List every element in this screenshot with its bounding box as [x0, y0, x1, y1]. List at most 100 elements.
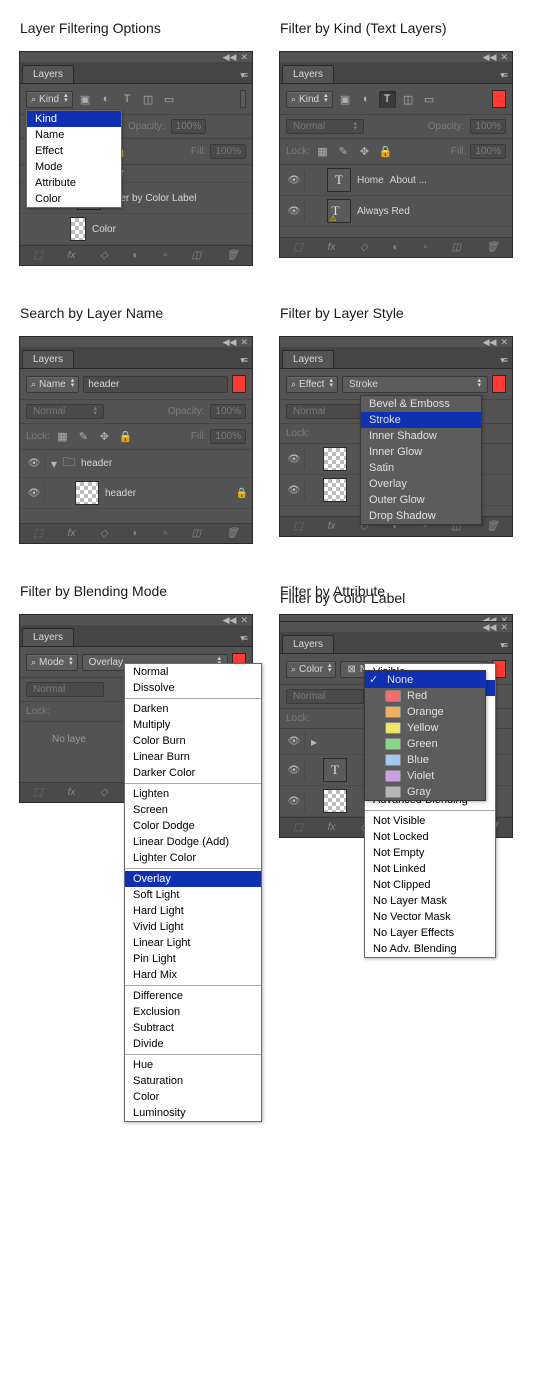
filter-shape-icon[interactable]: ◫	[140, 91, 157, 108]
filter-type-icon[interactable]: T	[119, 91, 136, 108]
effect-option[interactable]: Overlay	[361, 476, 481, 492]
lock-move-icon[interactable]: ✥	[356, 143, 373, 160]
folder-toggle-icon[interactable]: ▾	[51, 457, 57, 471]
attribute-option[interactable]: Not Empty	[365, 845, 495, 861]
visibility-icon[interactable]: 👁	[284, 450, 305, 469]
mode-option[interactable]: Exclusion	[125, 1004, 261, 1020]
mode-option[interactable]: Soft Light	[125, 887, 261, 903]
mode-option[interactable]: Pin Light	[125, 951, 261, 967]
color-option[interactable]: Violet	[365, 768, 485, 784]
effect-option[interactable]: Stroke	[361, 412, 481, 428]
color-option[interactable]: Green	[365, 736, 485, 752]
filter-type-dropdown[interactable]: ⌕Kind▴▾	[286, 91, 333, 108]
attribute-option[interactable]: No Vector Mask	[365, 909, 495, 925]
layers-tab[interactable]: Layers	[22, 350, 74, 368]
attribute-option[interactable]: No Adv. Blending	[365, 941, 495, 957]
effect-option[interactable]: Drop Shadow	[361, 508, 481, 524]
effect-value-dropdown[interactable]: Stroke▴▾	[342, 376, 488, 393]
filter-type-dropdown[interactable]: ⌕Mode▴▾	[26, 654, 78, 671]
mode-option[interactable]: Subtract	[125, 1020, 261, 1036]
visibility-icon[interactable]: 👁	[24, 484, 45, 503]
mode-option[interactable]: Dissolve	[125, 680, 261, 696]
layer-row[interactable]: 👁T⚠Always Red	[280, 196, 512, 227]
filter-pixel-icon[interactable]: ▣	[337, 91, 354, 108]
mode-option[interactable]: Color Burn	[125, 733, 261, 749]
filter-adjustment-icon[interactable]: ◐	[98, 91, 115, 108]
filter-smart-icon[interactable]: ▭	[161, 91, 178, 108]
filter-toggle-on[interactable]	[492, 375, 506, 393]
blend-mode-dropdown[interactable]: Normal	[286, 689, 364, 704]
filter-option[interactable]: Mode	[27, 159, 121, 175]
effect-dropdown-list[interactable]: Bevel & Emboss Stroke Inner Shadow Inner…	[360, 395, 482, 525]
mode-option[interactable]: Hard Mix	[125, 967, 261, 983]
layer-name-search-input[interactable]	[83, 376, 228, 393]
filter-adjustment-icon[interactable]: ◐	[358, 91, 375, 108]
blend-mode-dropdown[interactable]: Normal▴▾	[26, 404, 104, 419]
color-option[interactable]: ✓None	[365, 671, 485, 688]
filter-option[interactable]: Name	[27, 127, 121, 143]
filter-type-dropdown[interactable]: ⌕Name▴▾	[26, 376, 79, 393]
attribute-option[interactable]: No Layer Mask	[365, 893, 495, 909]
mode-option[interactable]: Linear Light	[125, 935, 261, 951]
layer-row[interactable]: 👁header🔒	[20, 478, 252, 509]
panel-menu-icon[interactable]	[234, 631, 252, 646]
visibility-icon[interactable]: 👁	[284, 481, 305, 500]
mode-option[interactable]: Screen	[125, 802, 261, 818]
filter-toggle-on[interactable]	[492, 90, 506, 108]
filter-type-dropdown-list[interactable]: Kind Name Effect Mode Attribute Color	[26, 110, 122, 208]
lock-all-icon[interactable]: 🔒	[377, 143, 394, 160]
attribute-option[interactable]: Not Clipped	[365, 877, 495, 893]
filter-type-dropdown[interactable]: ⌕Effect▴▾	[286, 376, 338, 393]
mode-option[interactable]: Normal	[125, 664, 261, 680]
effect-option[interactable]: Inner Shadow	[361, 428, 481, 444]
color-option[interactable]: Red	[365, 688, 485, 704]
mode-dropdown-list[interactable]: NormalDissolveDarkenMultiplyColor BurnLi…	[124, 663, 262, 1122]
panel-menu-icon[interactable]	[234, 68, 252, 83]
effect-option[interactable]: Bevel & Emboss	[361, 396, 481, 412]
layer-row[interactable]: 👁THomeAbout ...	[280, 165, 512, 196]
effect-option[interactable]: Outer Glow	[361, 492, 481, 508]
color-option[interactable]: Blue	[365, 752, 485, 768]
color-dropdown-list[interactable]: ✓NoneRedOrangeYellowGreenBlueVioletGray	[364, 670, 486, 801]
filter-type-dropdown[interactable]: ⌕Color▴▾	[286, 661, 336, 678]
mode-option[interactable]: Overlay	[125, 871, 261, 887]
mode-option[interactable]: Linear Burn	[125, 749, 261, 765]
panel-menu-icon[interactable]	[494, 353, 512, 368]
visibility-icon[interactable]: 👁	[284, 171, 305, 190]
mode-option[interactable]: Vivid Light	[125, 919, 261, 935]
filter-option[interactable]: Kind	[27, 111, 121, 127]
blend-mode-dropdown[interactable]: Normal▴▾	[286, 119, 364, 134]
filter-type-dropdown[interactable]: ⌕ Kind ▴▾	[26, 91, 73, 108]
layers-tab[interactable]: Layers	[22, 628, 74, 646]
blend-mode-dropdown[interactable]: Normal	[286, 404, 364, 419]
lock-brush-icon[interactable]: ✎	[335, 143, 352, 160]
mode-option[interactable]: Saturation	[125, 1073, 261, 1089]
filter-option[interactable]: Attribute	[27, 175, 121, 191]
mode-option[interactable]: Color Dodge	[125, 818, 261, 834]
layer-row[interactable]: Color	[20, 214, 252, 245]
mode-option[interactable]: Lighter Color	[125, 850, 261, 866]
lock-pixels-icon[interactable]: ▦	[314, 143, 331, 160]
filter-pixel-icon[interactable]: ▣	[77, 91, 94, 108]
attribute-option[interactable]: Not Locked	[365, 829, 495, 845]
mode-option[interactable]: Darker Color	[125, 765, 261, 781]
visibility-icon[interactable]: 👁	[284, 202, 305, 221]
filter-option[interactable]: Effect	[27, 143, 121, 159]
effect-option[interactable]: Inner Glow	[361, 444, 481, 460]
visibility-icon[interactable]: 👁	[24, 454, 45, 473]
blend-mode-dropdown[interactable]: Normal	[26, 682, 104, 697]
panel-menu-icon[interactable]	[494, 638, 512, 653]
panel-menu-icon[interactable]	[494, 68, 512, 83]
mode-option[interactable]: Lighten	[125, 786, 261, 802]
mode-option[interactable]: Color	[125, 1089, 261, 1105]
filter-type-icon[interactable]: T	[379, 91, 396, 108]
attribute-option[interactable]: Not Visible	[365, 813, 495, 829]
color-option[interactable]: Gray	[365, 784, 485, 800]
mode-option[interactable]: Luminosity	[125, 1105, 261, 1121]
attribute-option[interactable]: No Layer Effects	[365, 925, 495, 941]
filter-smart-icon[interactable]: ▭	[421, 91, 438, 108]
panel-menu-icon[interactable]	[234, 353, 252, 368]
layers-tab[interactable]: Layers	[282, 65, 334, 83]
color-option[interactable]: Orange	[365, 704, 485, 720]
attribute-option[interactable]: Not Linked	[365, 861, 495, 877]
